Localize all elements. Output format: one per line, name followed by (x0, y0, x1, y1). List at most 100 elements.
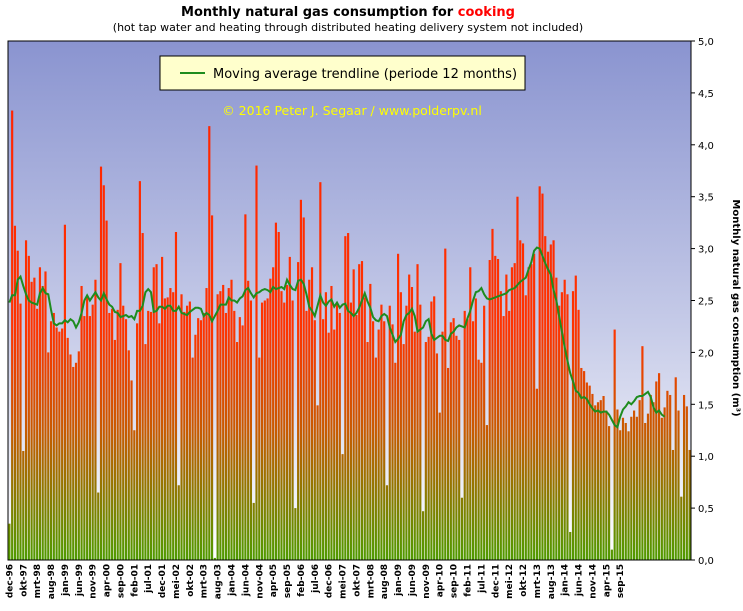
bar (224, 312, 228, 560)
bar (685, 406, 688, 560)
bar (213, 557, 216, 560)
bar (297, 262, 300, 560)
bar (216, 294, 219, 560)
bar (244, 214, 247, 560)
bar (13, 225, 17, 560)
bar (288, 256, 291, 560)
bar (599, 400, 602, 560)
bar (197, 318, 200, 560)
copyright-annotation: © 2016 Peter J. Segaar / www.polderpv.nl (222, 103, 482, 118)
y-tick-label: 4,5 (698, 89, 714, 100)
bar (455, 335, 458, 560)
bar (280, 291, 283, 560)
bar (313, 320, 316, 560)
bar (677, 410, 680, 560)
bar (272, 267, 275, 560)
bar (8, 523, 11, 560)
bar (655, 381, 658, 560)
bar (483, 305, 486, 560)
y-ticks: 0,0 0,5 1,0 1,5 2,0 2,5 3,0 3,5 4,0 4,5 5,0 (691, 37, 714, 567)
bar (161, 256, 164, 560)
bar (538, 186, 541, 560)
bar (377, 329, 380, 560)
bar (666, 390, 669, 560)
x-tick-label: dec-06 (325, 564, 335, 598)
bar (133, 430, 136, 560)
bar (383, 321, 386, 560)
bar (563, 279, 566, 560)
bar (558, 305, 561, 560)
bar (544, 236, 547, 560)
bar (105, 220, 108, 560)
bar (27, 255, 30, 560)
bar (533, 253, 536, 561)
x-tick-label: sep-10 (450, 564, 460, 598)
bar (610, 549, 613, 560)
bar (571, 291, 575, 560)
bar (30, 281, 33, 560)
x-tick-label: feb-11 (464, 564, 474, 597)
bar (374, 357, 377, 560)
bar (352, 269, 355, 560)
bar (38, 267, 42, 560)
bar (460, 497, 464, 560)
bar (491, 228, 494, 560)
bar (55, 327, 58, 560)
bar (202, 312, 205, 560)
bar (530, 264, 533, 560)
bar (260, 302, 264, 560)
plot-area (7, 40, 692, 561)
bar (682, 394, 686, 560)
x-tick-label: nov-04 (255, 564, 265, 599)
bar (649, 394, 652, 560)
bar (158, 323, 161, 560)
y-tick-label: 1,0 (698, 452, 714, 463)
bar (624, 422, 627, 560)
x-tick-label: jan-14 (561, 564, 571, 597)
bar (47, 352, 50, 560)
x-tick-label: sep-00 (116, 564, 126, 598)
bar (22, 451, 25, 560)
bar (49, 321, 53, 560)
bar (521, 243, 525, 560)
bar (252, 502, 255, 560)
bar (596, 402, 600, 560)
bar (660, 417, 663, 560)
bar (627, 431, 630, 560)
bar (155, 264, 158, 560)
bar (535, 388, 538, 560)
bar (208, 126, 211, 561)
bar (174, 231, 178, 561)
bar (466, 319, 469, 560)
bar (308, 279, 311, 560)
bar (633, 410, 636, 560)
bar (341, 454, 344, 560)
x-tick-label: mrt-08 (366, 564, 376, 598)
bar (88, 316, 91, 560)
bar (163, 298, 166, 560)
bar (688, 449, 691, 560)
bar (230, 279, 233, 560)
bar (552, 240, 555, 561)
chart-title-main: Monthly natural gas consumption for (181, 5, 458, 20)
bar (210, 215, 214, 560)
bar (80, 285, 83, 560)
x-tick-label: aug-03 (214, 564, 224, 599)
chart-title: Monthly natural gas consumption for cook… (181, 5, 515, 20)
bar (413, 331, 416, 560)
bar (338, 312, 341, 560)
bar (44, 271, 47, 560)
bar (583, 371, 586, 560)
y-tick-label: 4,0 (698, 141, 714, 152)
bar (227, 288, 230, 560)
bar (299, 199, 302, 560)
bar (499, 291, 502, 560)
x-tick-label: jun-14 (575, 564, 585, 597)
bar (646, 413, 650, 560)
bar (58, 331, 61, 560)
bar (588, 385, 591, 560)
bar (277, 231, 280, 561)
y-tick-label: 3,0 (698, 245, 714, 256)
bar (566, 294, 569, 560)
